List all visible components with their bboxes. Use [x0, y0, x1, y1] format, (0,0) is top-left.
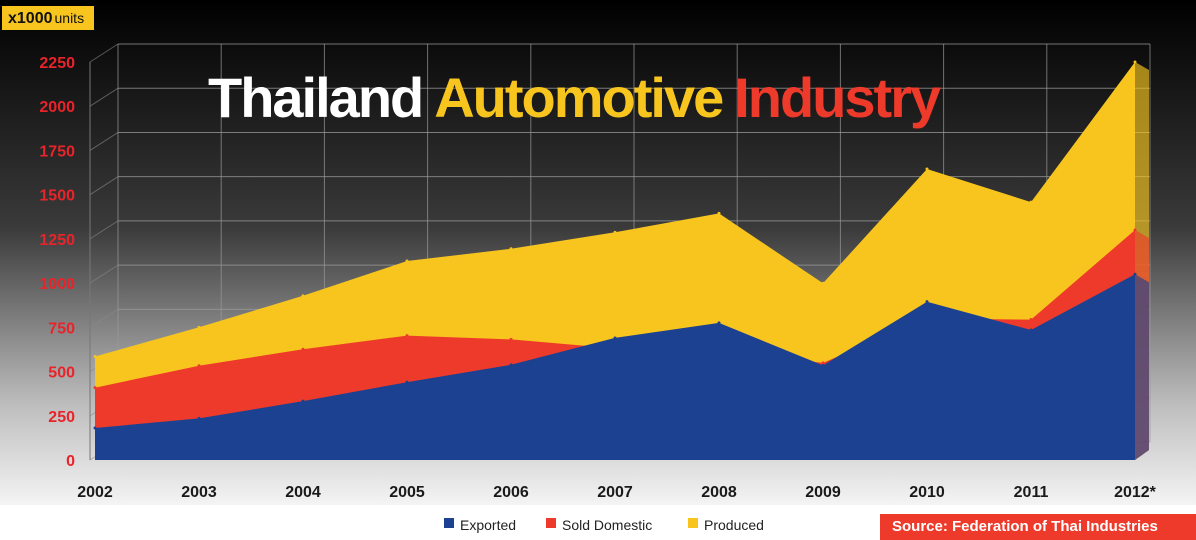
y-tick-label: 1000	[39, 276, 75, 293]
point-sold-domestic	[301, 347, 305, 351]
point-produced	[925, 167, 929, 171]
point-produced	[1133, 60, 1137, 64]
point-produced	[301, 294, 305, 298]
chart-title: Thailand Automotive Industry	[208, 70, 951, 126]
grid-line-depth	[89, 264, 119, 284]
title-word-3: Industry	[734, 66, 941, 129]
x-tick-label: 2002	[77, 484, 113, 501]
y-axis-ticks: 0 250 500 750 1000 1250 1500 1750 2000 2250	[39, 55, 75, 470]
point-sold-domestic	[93, 386, 97, 390]
unit-label-units: units	[54, 10, 85, 26]
plot-areas	[93, 60, 1149, 460]
legend: Exported Sold Domestic Produced	[444, 517, 764, 533]
grid-line-depth	[89, 132, 119, 151]
point-exported	[509, 363, 513, 367]
x-tick-label: 2009	[805, 484, 841, 501]
y-tick-label: 0	[66, 453, 75, 470]
point-sold-domestic	[1133, 228, 1137, 232]
title-word-1: Thailand	[208, 66, 424, 129]
legend-label: Exported	[460, 517, 516, 533]
x-tick-label: 2012*	[1114, 484, 1157, 501]
x-tick-label: 2008	[701, 484, 737, 501]
grid-line-depth	[89, 87, 119, 107]
point-exported	[1029, 328, 1033, 332]
point-produced	[821, 281, 825, 285]
point-sold-domestic	[197, 364, 201, 368]
grid-line-depth	[89, 43, 119, 63]
point-produced	[613, 230, 617, 234]
y-tick-label: 500	[48, 365, 75, 382]
area-side-exported	[1135, 274, 1149, 460]
point-produced	[405, 259, 409, 263]
point-sold-domestic	[821, 361, 825, 365]
y-tick-label: 2000	[39, 99, 75, 116]
x-tick-label: 2004	[285, 484, 321, 501]
x-tick-label: 2006	[493, 484, 529, 501]
point-produced	[93, 355, 97, 359]
x-tick-label: 2007	[597, 484, 633, 501]
x-axis-ticks: 2002 2003 2004 2005 2006 2007 2008 2009 2010 2011…	[77, 484, 1156, 501]
legend-swatch	[546, 518, 556, 528]
point-sold-domestic	[405, 334, 409, 338]
point-produced	[1029, 200, 1033, 204]
grid-line-depth	[89, 220, 119, 240]
point-sold-domestic	[509, 337, 513, 341]
point-sold-domestic	[1029, 318, 1033, 322]
legend-swatch	[688, 518, 698, 528]
legend-label: Produced	[704, 517, 764, 533]
y-tick-label: 250	[48, 409, 75, 426]
y-tick-label: 1250	[39, 232, 75, 249]
point-exported	[197, 416, 201, 420]
title-word-2: Automotive	[434, 66, 724, 129]
legend-label: Sold Domestic	[562, 517, 652, 533]
point-exported	[613, 336, 617, 340]
grid-line-depth	[89, 176, 119, 196]
y-tick-label: 2250	[39, 55, 75, 72]
point-exported	[1133, 272, 1137, 276]
y-tick-label: 1500	[39, 188, 75, 205]
point-produced	[509, 247, 513, 251]
point-produced	[717, 211, 721, 215]
legend-swatch	[444, 518, 454, 528]
y-tick-label: 750	[48, 320, 75, 337]
point-exported	[93, 426, 97, 430]
x-tick-label: 2011	[1014, 484, 1049, 501]
point-exported	[405, 380, 409, 384]
x-tick-label: 2003	[181, 484, 217, 501]
area-exported	[95, 274, 1135, 460]
point-exported	[301, 399, 305, 403]
x-tick-label: 2005	[389, 484, 425, 501]
unit-label: x1000 units	[2, 6, 95, 30]
point-exported	[821, 363, 825, 367]
grid-line-depth	[89, 308, 119, 328]
source-note: Source: Federation of Thai Industries	[880, 514, 1196, 540]
point-produced	[197, 325, 201, 329]
point-exported	[717, 321, 721, 325]
point-exported	[925, 300, 929, 304]
x-tick-label: 2010	[909, 484, 945, 501]
unit-label-multiplier: x1000	[8, 10, 53, 27]
y-tick-label: 1750	[39, 143, 75, 160]
